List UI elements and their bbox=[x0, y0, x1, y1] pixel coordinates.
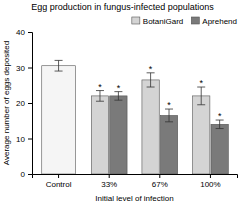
x-axis-label: Initial level of infection bbox=[95, 194, 173, 203]
bar bbox=[110, 96, 127, 174]
tick-label: 0 bbox=[21, 170, 26, 179]
error-bar-line bbox=[201, 87, 202, 105]
chart: Egg production in fungus-infected popula… bbox=[0, 0, 245, 204]
legend-item: BotaniGard bbox=[132, 17, 183, 26]
error-bar-line bbox=[99, 91, 100, 102]
tick-label: 30 bbox=[16, 64, 25, 73]
tick-mark bbox=[28, 32, 32, 33]
tick-mark bbox=[28, 174, 32, 175]
error-bar-line bbox=[169, 109, 170, 122]
error-bar bbox=[55, 60, 63, 71]
annotation: * bbox=[218, 111, 222, 121]
tick-mark bbox=[28, 139, 32, 140]
annotation: * bbox=[149, 64, 153, 74]
tick-mark bbox=[58, 174, 59, 178]
tick-mark bbox=[109, 174, 110, 178]
tick-label: 10 bbox=[16, 135, 25, 144]
tick: 40 bbox=[16, 28, 32, 37]
axis-line bbox=[28, 33, 33, 175]
tick-mark bbox=[159, 174, 160, 178]
error-bar-cap bbox=[114, 100, 122, 101]
error-bar bbox=[216, 120, 224, 129]
legend-swatch bbox=[132, 17, 140, 24]
annotation: * bbox=[117, 83, 121, 93]
error-bar bbox=[197, 87, 205, 105]
tick: 20 bbox=[16, 99, 32, 108]
bar bbox=[42, 66, 76, 174]
error-bar bbox=[96, 91, 104, 102]
error-bar-cap bbox=[147, 87, 155, 88]
error-bar bbox=[147, 73, 155, 87]
annotation: * bbox=[167, 100, 171, 110]
legend: BotaniGard Aprehend bbox=[132, 17, 237, 26]
y-axis-label: Average number of eggs deposited bbox=[2, 41, 11, 165]
bar bbox=[193, 96, 210, 174]
tick-mark bbox=[28, 103, 32, 104]
y-axis: 0 10 20 30 40 bbox=[16, 28, 32, 179]
error-bar-cap bbox=[96, 101, 104, 102]
tick-mark bbox=[210, 174, 211, 178]
legend-swatch bbox=[191, 17, 199, 24]
bar bbox=[160, 115, 177, 174]
legend-item: Aprehend bbox=[191, 17, 237, 26]
error-bar bbox=[165, 109, 173, 122]
legend-label: BotaniGard bbox=[143, 17, 183, 26]
tick: 67% bbox=[152, 174, 168, 189]
error-bar-cap bbox=[165, 121, 173, 122]
x-axis: Control 33% 67% 100% bbox=[33, 174, 238, 189]
error-bar-line bbox=[58, 60, 59, 71]
annotation: * bbox=[199, 78, 203, 88]
error-bar-line bbox=[150, 73, 151, 87]
tick-label: 100% bbox=[200, 180, 220, 189]
tick: 10 bbox=[16, 135, 32, 144]
bar bbox=[91, 96, 108, 174]
error-bar-line bbox=[219, 120, 220, 129]
chart-container: Egg production in fungus-infected popula… bbox=[0, 0, 245, 204]
error-bar-line bbox=[118, 92, 119, 101]
tick: Control bbox=[46, 174, 72, 189]
tick-label: 20 bbox=[16, 99, 25, 108]
tick-label: Control bbox=[46, 180, 72, 189]
tick-label: 67% bbox=[152, 180, 168, 189]
axis-line bbox=[33, 175, 238, 179]
error-bar-cap bbox=[55, 71, 63, 72]
tick-label: 40 bbox=[16, 28, 25, 37]
error-bar-cap bbox=[216, 128, 224, 129]
title: Egg production in fungus-infected popula… bbox=[31, 2, 214, 12]
tick: 33% bbox=[101, 174, 117, 189]
legend-label: Aprehend bbox=[202, 17, 237, 26]
bar bbox=[211, 124, 228, 174]
tick-label: 33% bbox=[101, 180, 117, 189]
error-bar bbox=[114, 92, 122, 101]
error-bar-cap bbox=[197, 104, 205, 105]
tick: 100% bbox=[200, 174, 220, 189]
error-bar-cap bbox=[55, 60, 63, 61]
tick-mark bbox=[28, 68, 32, 69]
tick: 0 bbox=[21, 170, 32, 179]
annotation: * bbox=[98, 82, 102, 92]
bar bbox=[142, 80, 159, 174]
tick: 30 bbox=[16, 64, 32, 73]
plot-area bbox=[42, 60, 229, 174]
